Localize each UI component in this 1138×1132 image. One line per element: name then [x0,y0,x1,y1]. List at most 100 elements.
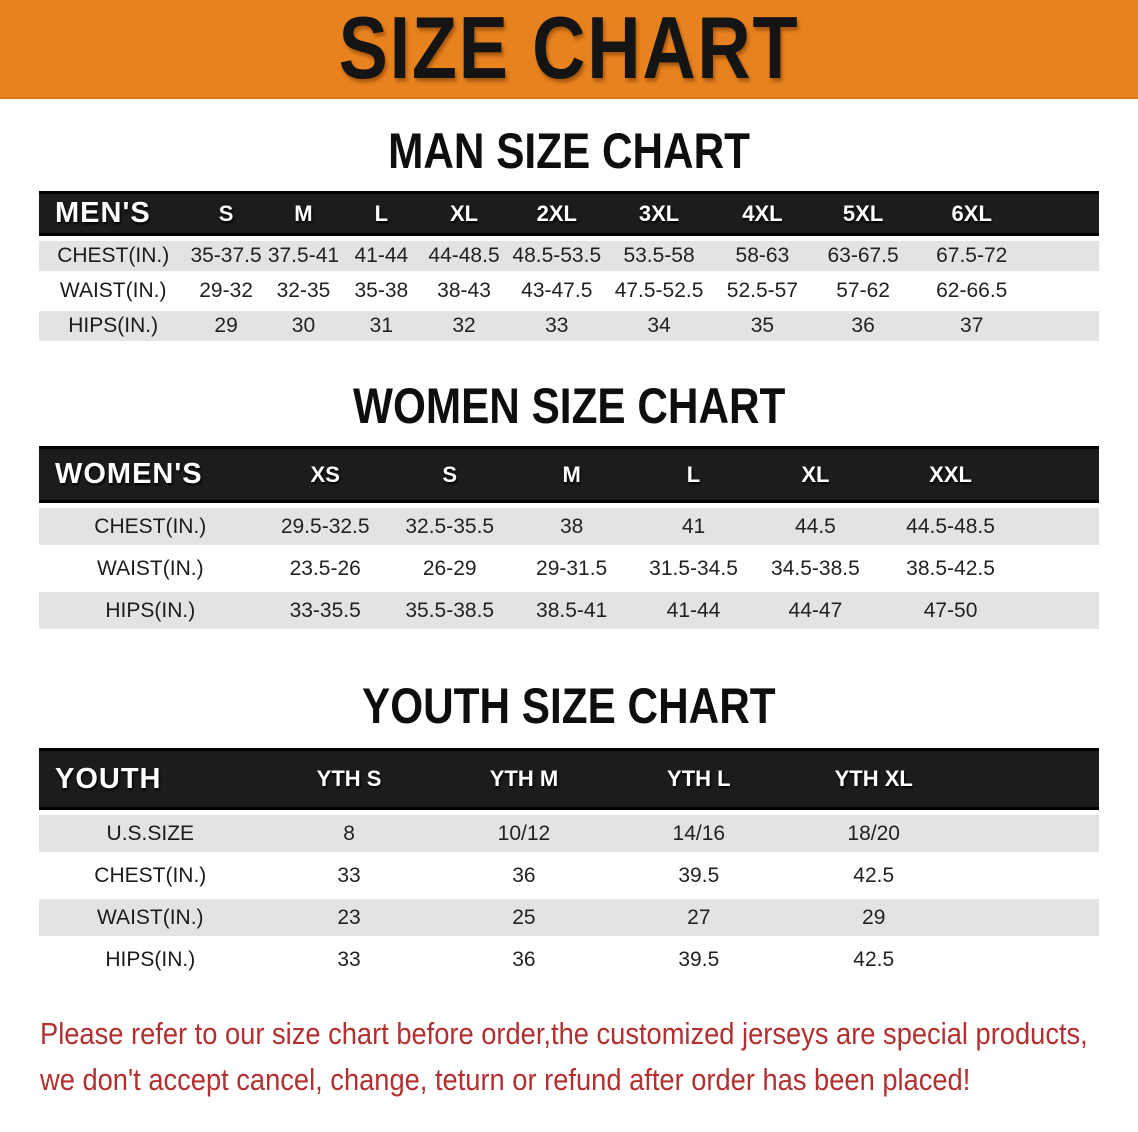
men-value-2-5: 34 [606,311,713,341]
women-row-label-1: WAIST(IN.) [39,550,262,587]
men-value-0-2: 41-44 [342,241,421,271]
men-row-filler-1 [1030,276,1099,306]
women-value-0-0: 29.5-32.5 [261,508,389,545]
men-section-heading-text: MAN SIZE CHART [388,122,750,179]
women-value-1-4: 34.5-38.5 [754,550,877,587]
men-value-2-8: 37 [913,311,1031,341]
women-corner-label: WOMEN'S [39,446,262,503]
youth-measurement-row-1: CHEST(IN.) 33 36 39.5 42.5 [39,857,1099,894]
men-size-column-header-2: L [342,191,421,236]
women-value-0-5: 44.5-48.5 [876,508,1025,545]
men-row-label-2: HIPS(IN.) [39,311,188,341]
men-size-table: MEN'S S M L XL 2XL 3XL 4XL 5XL 6XL CHEST(IN.) 35-3… [39,186,1099,346]
youth-value-1-0: 33 [261,857,437,894]
youth-size-column-header-3: YTH XL [786,748,962,810]
men-section-heading: MAN SIZE CHART [0,122,1138,179]
women-row-label-0: CHEST(IN.) [39,508,262,545]
women-value-1-3: 31.5-34.5 [632,550,755,587]
men-measurement-row-0: CHEST(IN.) 35-37.5 37.5-41 41-44 44-48.5 48.5… [39,241,1099,271]
women-value-2-3: 41-44 [632,592,755,629]
women-value-2-2: 38.5-41 [510,592,633,629]
youth-value-0-2: 14/16 [611,815,787,852]
men-value-1-6: 52.5-57 [712,276,813,306]
women-value-0-3: 41 [632,508,755,545]
men-value-0-3: 44-48.5 [420,241,508,271]
youth-row-label-3: HIPS(IN.) [39,941,262,978]
women-row-label-2: HIPS(IN.) [39,592,262,629]
women-size-column-header-0: XS [261,446,389,503]
youth-value-2-0: 23 [261,899,437,936]
women-value-0-2: 38 [510,508,633,545]
men-row-filler-0 [1030,241,1099,271]
men-size-column-header-5: 3XL [606,191,713,236]
youth-value-3-3: 42.5 [786,941,962,978]
women-measurement-row-1: WAIST(IN.) 23.5-26 26-29 29-31.5 31.5-34.5 34… [39,550,1099,587]
men-value-0-5: 53.5-58 [606,241,713,271]
women-value-0-1: 32.5-35.5 [388,508,511,545]
men-row-label-1: WAIST(IN.) [39,276,188,306]
youth-section-heading-text: YOUTH SIZE CHART [362,677,776,734]
men-size-column-header-1: M [264,191,343,236]
women-section-heading: WOMEN SIZE CHART [0,381,1138,431]
men-value-2-2: 31 [342,311,421,341]
men-value-2-1: 30 [264,311,343,341]
men-row-filler-2 [1030,311,1099,341]
men-size-column-header-0: S [187,191,265,236]
men-value-0-1: 37.5-41 [264,241,343,271]
men-size-column-header-4: 2XL [507,191,607,236]
youth-header-filler [961,748,1099,810]
women-value-2-5: 47-50 [876,592,1025,629]
men-value-0-8: 67.5-72 [913,241,1031,271]
men-value-1-4: 43-47.5 [507,276,607,306]
men-value-0-0: 35-37.5 [187,241,265,271]
men-value-0-6: 58-63 [712,241,813,271]
women-value-1-5: 38.5-42.5 [876,550,1025,587]
men-size-column-header-6: 4XL [712,191,813,236]
men-measurement-row-1: WAIST(IN.) 29-32 32-35 35-38 38-43 43-47.5 47.… [39,276,1099,306]
women-measurement-row-2: HIPS(IN.) 33-35.5 35.5-38.5 38.5-41 41-44 44-… [39,592,1099,629]
disclaimer: Please refer to our size chart before or… [40,1011,1138,1103]
youth-section-heading: YOUTH SIZE CHART [0,677,1138,734]
youth-size-table: YOUTH YTH S YTH M YTH L YTH XL U.S.SIZE 8 10/1… [39,743,1099,983]
youth-row-filler-3 [961,941,1099,978]
banner: SIZE CHART [0,0,1138,99]
disclaimer-line-1: Please refer to our size chart before or… [40,1011,1138,1057]
women-value-2-0: 33-35.5 [261,592,389,629]
youth-row-filler-2 [961,899,1099,936]
men-value-2-6: 35 [712,311,813,341]
men-value-1-3: 38-43 [420,276,508,306]
disclaimer-line-2-text: we don't accept cancel, change, teturn o… [40,1061,971,1097]
men-header-filler [1030,191,1099,236]
men-value-1-5: 47.5-52.5 [606,276,713,306]
men-value-2-4: 33 [507,311,607,341]
youth-size-column-header-2: YTH L [611,748,787,810]
youth-value-2-2: 27 [611,899,787,936]
youth-value-2-1: 25 [436,899,612,936]
youth-row-label-1: CHEST(IN.) [39,857,262,894]
men-size-column-header-3: XL [420,191,508,236]
men-value-2-3: 32 [420,311,508,341]
disclaimer-line-1-text: Please refer to our size chart before or… [40,1016,1088,1051]
youth-value-1-3: 42.5 [786,857,962,894]
men-table-header-row: MEN'S S M L XL 2XL 3XL 4XL 5XL 6XL [39,191,1099,236]
women-row-filler-2 [1024,592,1099,629]
women-value-1-1: 26-29 [388,550,511,587]
men-value-1-0: 29-32 [187,276,265,306]
youth-measurement-row-3: HIPS(IN.) 33 36 39.5 42.5 [39,941,1099,978]
women-size-column-header-4: XL [754,446,877,503]
men-value-2-7: 36 [812,311,914,341]
youth-measurement-row-2: WAIST(IN.) 23 25 27 29 [39,899,1099,936]
youth-value-1-2: 39.5 [611,857,787,894]
youth-corner-label: YOUTH [39,748,262,810]
men-value-1-7: 57-62 [812,276,914,306]
men-row-label-0: CHEST(IN.) [39,241,188,271]
youth-row-filler-1 [961,857,1099,894]
youth-table-header-row: YOUTH YTH S YTH M YTH L YTH XL [39,748,1099,810]
youth-size-column-header-1: YTH M [436,748,612,810]
banner-title: SIZE CHART [338,0,800,98]
women-size-column-header-3: L [632,446,755,503]
men-value-1-8: 62-66.5 [913,276,1031,306]
youth-size-column-header-0: YTH S [261,748,437,810]
youth-row-label-0: U.S.SIZE [39,815,262,852]
